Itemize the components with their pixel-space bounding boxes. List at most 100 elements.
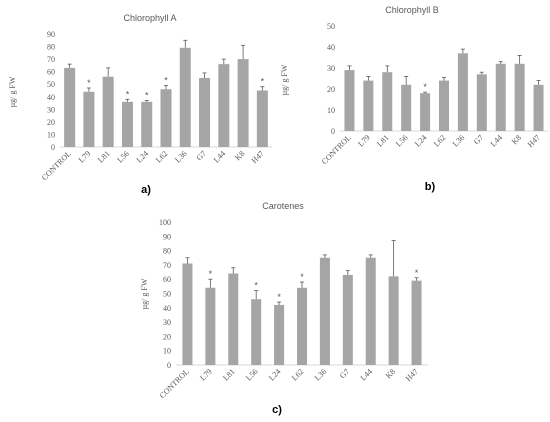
x-tick-label: L62	[432, 133, 447, 148]
y-tick-label: 80	[163, 247, 171, 256]
y-tick-label: 30	[47, 105, 55, 114]
x-tick-label: L79	[198, 367, 213, 382]
bar-l62	[297, 287, 307, 365]
x-tick-label: L24	[413, 133, 428, 148]
panel-label: b)	[425, 181, 436, 193]
bar-l62	[439, 80, 449, 131]
x-tick-label: L36	[451, 133, 466, 148]
y-tick-label: 50	[47, 80, 55, 89]
bar-l36	[457, 53, 468, 131]
x-tick-label: L44	[489, 133, 504, 148]
y-tick-label: 60	[163, 275, 171, 284]
chart-title: Carotenes	[262, 201, 304, 211]
y-tick-label: 30	[163, 318, 171, 327]
x-tick-label: L24	[135, 149, 150, 164]
bar-l79	[83, 91, 95, 147]
y-tick-label: 50	[163, 290, 171, 299]
bar-control	[182, 263, 193, 365]
x-tick-label: L79	[356, 133, 371, 148]
x-tick-label: L44	[212, 149, 227, 164]
y-axis-label: µg/ g FW	[280, 64, 289, 95]
bar-h47	[411, 280, 422, 365]
x-tick-label: G7	[338, 367, 351, 380]
x-tick-label: L81	[375, 133, 390, 148]
x-tick-label: L44	[359, 367, 374, 382]
x-tick-label: CONTROL	[40, 149, 73, 182]
bar-l24	[141, 101, 153, 147]
y-tick-label: 10	[47, 130, 55, 139]
chart-chlorophyll-b: Chlorophyll B b) µg/ g FW 0 10 20 30 40 50 CONT…	[280, 5, 548, 193]
significance-marker: *	[126, 89, 130, 99]
x-tick-label: H47	[250, 149, 266, 165]
bar-g7	[476, 74, 487, 131]
y-tick-label: 100	[159, 218, 171, 227]
significance-marker: *	[87, 78, 91, 88]
bar-l81	[228, 273, 239, 365]
significance-marker: *	[209, 269, 213, 279]
x-tick-label: L56	[115, 149, 130, 164]
bar-h47	[256, 90, 268, 147]
y-tick-label: 10	[327, 106, 335, 115]
bar-l36	[319, 257, 330, 365]
bar-h47	[533, 84, 544, 131]
x-tick-label: H47	[526, 133, 542, 149]
y-tick-label: 20	[327, 85, 335, 94]
x-tick-label: K8	[384, 367, 397, 380]
x-tick-label: L79	[77, 149, 92, 164]
chart-chlorophyll-a: Chlorophyll A a) µg/ g FW 0 10 20 30 40 50 60 70…	[8, 13, 272, 196]
bar-l24	[420, 93, 431, 131]
significance-marker: *	[300, 272, 304, 282]
bar-k8	[514, 63, 525, 131]
bar-l56	[401, 84, 412, 131]
y-tick-label: 10	[163, 347, 171, 356]
y-tick-label: 70	[163, 261, 171, 270]
bar-l44	[365, 257, 376, 365]
bar-l36	[179, 47, 191, 147]
x-tick-label: L36	[313, 367, 328, 382]
significance-marker: *	[415, 268, 419, 278]
bar-l56	[251, 299, 262, 365]
x-tick-label: L36	[173, 149, 188, 164]
y-tick-label: 0	[167, 361, 171, 370]
y-tick-label: 50	[327, 22, 335, 31]
panel-label: a)	[141, 184, 151, 196]
x-tick-label: L62	[154, 149, 169, 164]
y-tick-label: 90	[47, 30, 55, 39]
x-tick-label: G7	[472, 133, 485, 146]
bar-k8	[388, 276, 399, 365]
y-tick-label: 20	[47, 118, 55, 127]
bar-l79	[205, 287, 216, 365]
bar-l44	[218, 64, 230, 147]
significance-marker: *	[261, 77, 265, 87]
x-tick-label: CONTROL	[158, 367, 191, 400]
significance-marker: *	[164, 75, 168, 85]
chart-title: Chlorophyll B	[385, 5, 439, 15]
bar-k8	[237, 59, 249, 147]
bar-g7	[342, 274, 353, 365]
y-tick-label: 0	[331, 127, 335, 136]
significance-marker: *	[254, 281, 258, 291]
bar-control	[64, 67, 76, 147]
x-tick-label: L56	[394, 133, 409, 148]
x-tick-label: H47	[404, 367, 420, 383]
x-tick-label: K8	[510, 133, 523, 146]
significance-marker: *	[145, 91, 149, 101]
y-tick-label: 90	[163, 232, 171, 241]
bar-l62	[160, 89, 172, 147]
chart-title: Chlorophyll A	[123, 13, 176, 23]
y-axis-label: µg/ g FW	[140, 278, 149, 309]
bar-control	[344, 70, 355, 131]
bar-l79	[363, 80, 374, 131]
y-tick-label: 20	[163, 332, 171, 341]
y-tick-label: 40	[163, 304, 171, 313]
significance-marker: *	[423, 82, 427, 92]
y-tick-label: 60	[47, 68, 55, 77]
x-tick-label: L81	[96, 149, 111, 164]
bar-l24	[274, 304, 285, 365]
x-tick-label: G7	[195, 149, 208, 162]
bar-l56	[121, 101, 133, 147]
x-tick-label: CONTROL	[320, 133, 353, 166]
chart-carotenes: Carotenes c) µg/ g FW 0 10 20 30 40 50 60 70 80 90…	[140, 201, 428, 416]
x-tick-label: L81	[221, 367, 236, 382]
